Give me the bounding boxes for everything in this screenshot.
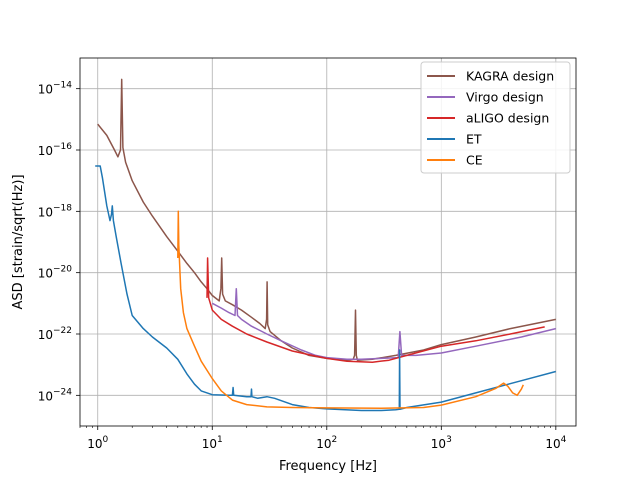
x-tick-label: 104	[545, 435, 566, 451]
x-tick-label: 100	[87, 435, 108, 451]
y-tick: 10−20	[38, 265, 80, 281]
legend-entry: CE	[427, 153, 483, 168]
y-tick: 10−18	[38, 203, 80, 219]
legend-entry: Virgo design	[427, 90, 544, 105]
legend-entry: ET	[427, 132, 482, 147]
y-axis-ticks: 10−24 10−22 10−20 10−18 10−16 10−14	[38, 81, 80, 403]
x-tick: 101	[202, 426, 223, 451]
y-tick: 10−16	[38, 142, 80, 158]
y-tick: 10−22	[38, 326, 80, 342]
legend: KAGRA design Virgo design aLIGO design ET CE	[420, 61, 571, 174]
series-line-ce	[177, 210, 524, 409]
plot-frame	[79, 57, 577, 427]
legend-label: ET	[466, 132, 482, 147]
x-tick: 102	[316, 426, 337, 451]
legend-label: KAGRA design	[466, 69, 554, 84]
legend-label: aLIGO design	[466, 111, 549, 126]
legend-box	[420, 61, 571, 174]
series-line-aligo-design	[206, 257, 545, 363]
x-tick: 100	[87, 426, 109, 451]
x-tick: 104	[545, 426, 567, 451]
y-tick-label: 10−16	[38, 142, 73, 158]
y-tick-label: 10−24	[38, 387, 73, 403]
legend-label: Virgo design	[466, 90, 544, 105]
x-axis-ticks: 100 101 102 103 104	[79, 426, 567, 451]
y-tick-label: 10−14	[38, 81, 73, 97]
y-tick-label: 10−22	[38, 326, 72, 342]
series-line-kagra-design	[97, 78, 556, 361]
x-tick-label: 103	[431, 435, 452, 451]
series-line-et	[95, 165, 556, 412]
y-tick: 10−24	[38, 387, 80, 403]
y-tick-label: 10−18	[38, 203, 73, 219]
legend-entry: KAGRA design	[427, 69, 554, 84]
y-axis-label: ASD [strain/sqrt(Hz)]	[11, 174, 26, 309]
x-tick: 103	[431, 426, 452, 451]
x-tick-label: 102	[316, 435, 337, 451]
y-tick-label: 10−20	[38, 265, 73, 281]
y-tick: 10−14	[38, 81, 80, 97]
x-tick-label: 101	[202, 435, 223, 451]
series-lines	[95, 78, 556, 412]
legend-label: CE	[466, 153, 483, 168]
legend-entry: aLIGO design	[427, 111, 549, 126]
x-axis-label: Frequency [Hz]	[279, 459, 377, 474]
